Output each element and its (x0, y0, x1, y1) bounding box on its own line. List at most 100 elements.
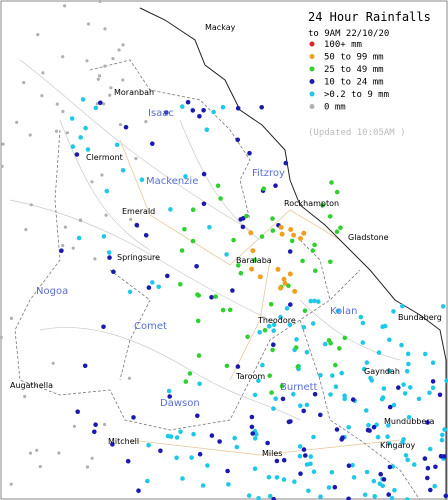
station-dot (98, 0, 102, 3)
station-dot (428, 487, 433, 493)
station-dot (107, 255, 112, 260)
station-dot (65, 131, 69, 135)
station-dot (262, 327, 268, 333)
station-dot (332, 484, 338, 490)
station-dot (143, 233, 149, 238)
station-dot (213, 294, 218, 299)
station-dot (250, 248, 256, 254)
station-dot (57, 451, 61, 455)
station-dot (146, 442, 151, 448)
station-dot (72, 424, 76, 428)
station-dot (304, 349, 310, 355)
station-dot (117, 48, 121, 52)
station-dot (271, 406, 276, 411)
station-dot (70, 144, 76, 149)
station-dot (364, 408, 369, 413)
station-dot (281, 276, 287, 282)
station-dot (270, 347, 275, 353)
legend-label: >0.2 to 9 mm (324, 90, 389, 100)
station-dot (256, 378, 261, 384)
station-dot (266, 474, 272, 480)
station-dot (235, 364, 241, 369)
station-dot (36, 33, 40, 37)
station-dot (200, 483, 206, 488)
station-dot (174, 455, 179, 461)
station-dot (362, 492, 368, 498)
station-dot (266, 323, 272, 329)
station-dot (104, 188, 110, 194)
river (19, 59, 251, 231)
station-dot (298, 403, 303, 409)
place-label: Augathella (10, 381, 53, 390)
station-dot (334, 427, 340, 432)
station-dot (24, 228, 28, 232)
station-dot (389, 495, 395, 500)
station-dot (102, 102, 106, 106)
station-dot (100, 173, 104, 177)
station-dot (304, 462, 310, 467)
station-dot (83, 125, 88, 131)
station-dot (350, 397, 356, 402)
station-dot (103, 422, 107, 427)
station-dot (90, 180, 94, 184)
station-dot (0, 335, 3, 339)
station-dot (158, 448, 163, 454)
legend-label: 50 to 99 mm (324, 53, 384, 63)
station-dot (123, 124, 129, 130)
station-dot (405, 497, 410, 500)
station-dot (346, 496, 351, 500)
station-dot (250, 431, 255, 436)
station-dot (209, 295, 214, 300)
station-dot (297, 444, 303, 449)
station-dot (401, 382, 406, 387)
station-dot (295, 364, 301, 370)
station-dot (114, 142, 120, 148)
place-label: Gladstone (348, 233, 389, 242)
station-dot (248, 230, 254, 236)
station-dot (259, 234, 265, 239)
region-label: Dawson (160, 398, 200, 409)
station-dot (270, 216, 275, 221)
boundary (14, 129, 361, 431)
station-dot (245, 334, 250, 340)
station-dot (74, 152, 80, 157)
region-label: Isaac (148, 108, 174, 119)
station-dot (260, 362, 265, 368)
place-label: Gayndah (364, 367, 400, 376)
catchment-boundaries (14, 59, 421, 500)
station-dot (134, 156, 138, 161)
station-dot (92, 429, 97, 435)
station-dot (313, 268, 318, 274)
place-label: Theodore (257, 316, 296, 325)
station-dot (301, 408, 307, 414)
station-dot (440, 304, 446, 309)
station-dot (271, 322, 277, 328)
station-dot (238, 270, 244, 276)
region-label: Burnett (280, 382, 318, 393)
station-dot (194, 264, 199, 269)
station-dot (433, 464, 438, 470)
station-dot (311, 434, 316, 440)
station-dot (350, 462, 355, 468)
station-dot (387, 337, 392, 343)
station-dot (298, 471, 303, 477)
station-dot (360, 320, 366, 326)
station-dot (399, 342, 404, 348)
station-dot (401, 437, 406, 442)
station-dot (190, 207, 196, 212)
station-dot (400, 303, 405, 309)
station-dot (55, 102, 59, 106)
station-dot (218, 196, 223, 201)
station-dot (108, 93, 112, 97)
boundary (109, 269, 151, 381)
station-dot (351, 475, 357, 480)
station-dot (85, 147, 91, 152)
legend-swatch (309, 54, 315, 59)
station-dot (111, 269, 116, 275)
station-dot (360, 340, 366, 345)
place-label: Moranbah (114, 88, 154, 97)
station-dot (106, 250, 112, 255)
region-label: Kolan (330, 306, 357, 317)
